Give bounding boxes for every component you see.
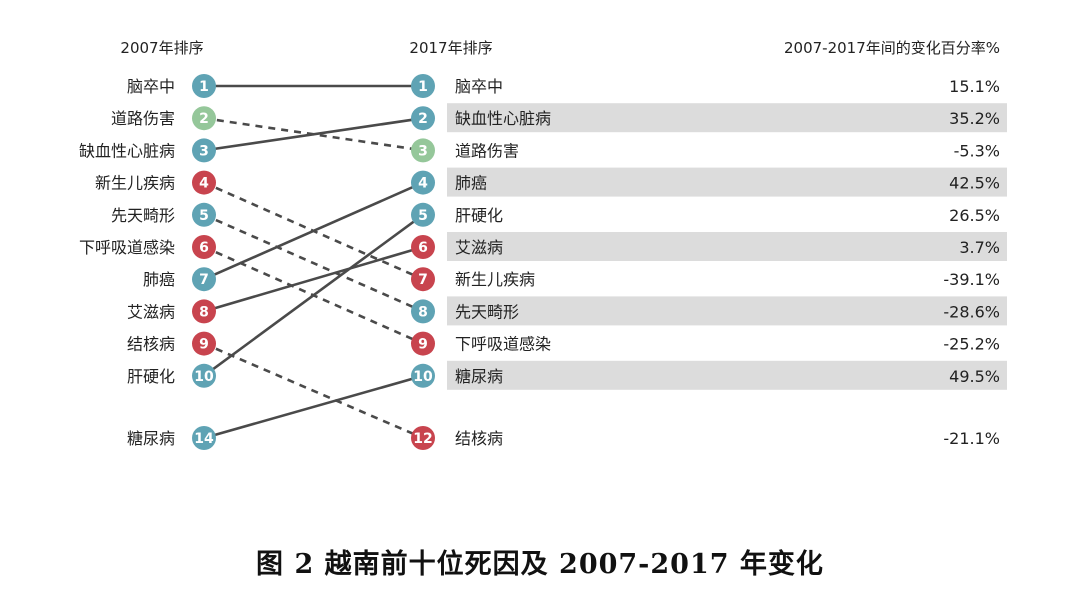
table-row-shade	[447, 296, 1007, 326]
rank-circle-2017	[411, 235, 435, 259]
rank-circle-2017	[411, 331, 435, 356]
rank-circle-2007	[192, 363, 216, 388]
rank-circle-2007	[192, 267, 216, 292]
label-2017: 道路伤害	[455, 141, 519, 160]
change-value: -28.6%	[943, 302, 1000, 321]
label-2007: 艾滋病	[127, 302, 175, 321]
rank-number-2017: 6	[418, 240, 428, 256]
rank-circle-2007	[192, 331, 216, 356]
rank-number-2017: 1	[418, 79, 428, 95]
change-value: -5.3%	[954, 141, 1000, 160]
rank-number-2007: 4	[199, 176, 209, 192]
table-row-shade	[447, 232, 1007, 261]
label-2017: 脑卒中	[455, 77, 503, 96]
label-2017: 先天畸形	[455, 302, 519, 321]
rank-change-line	[203, 245, 424, 313]
label-2017: 下呼吸道感染	[455, 335, 551, 354]
change-value: 49.5%	[949, 367, 1000, 386]
bump-chart: 2007年排序 2017年排序 2007-2017年间的变化百分率% 脑卒中 1 道路伤害…	[79, 39, 1007, 450]
rank-circle-2017	[411, 299, 435, 324]
rank-number-2017: 4	[418, 176, 428, 192]
label-2017: 艾滋病	[455, 238, 503, 257]
table-row-shade	[447, 360, 1007, 390]
header-2007: 2007年排序	[120, 39, 203, 57]
label-2007: 结核病	[127, 335, 175, 354]
rank-change-line	[203, 374, 424, 440]
label-2007: 缺血性心脏病	[79, 141, 175, 160]
rank-number-2017: 7	[418, 272, 428, 288]
rank-number-2007: 2	[199, 111, 209, 127]
change-value: 3.7%	[959, 238, 1000, 257]
label-2017: 肝硬化	[455, 206, 503, 225]
label-2007: 下呼吸道感染	[79, 238, 175, 257]
rank-number-2017: 2	[418, 111, 428, 127]
label-2017: 新生儿疾病	[455, 270, 535, 289]
rank-circle-2007	[192, 299, 216, 324]
rank-circle-2007	[192, 235, 216, 259]
rank-number-2017: 9	[418, 337, 428, 353]
rank-circle-2007	[192, 106, 216, 131]
rank-circle-2007	[192, 202, 216, 227]
rank-circle-2017	[411, 363, 435, 388]
rank-number-2017: 3	[418, 143, 428, 159]
header-2017: 2017年排序	[409, 39, 492, 57]
rank-number-2007: 14	[194, 431, 214, 447]
rank-number-2017: 10	[413, 369, 433, 385]
change-value: 35.2%	[949, 109, 1000, 128]
rank-number-2007: 8	[199, 304, 209, 320]
rank-circle-2007	[192, 426, 216, 450]
rank-change-line	[203, 181, 424, 281]
rank-change-line	[203, 342, 424, 440]
rank-circle-2007	[192, 138, 216, 163]
label-2007: 先天畸形	[111, 206, 175, 225]
change-value: -25.2%	[943, 335, 1000, 354]
rank-number-2017: 12	[413, 431, 432, 447]
label-2017: 肺癌	[455, 174, 487, 193]
change-value: -21.1%	[943, 429, 1000, 448]
rank-circle-2017	[411, 170, 435, 195]
label-2007: 肺癌	[143, 270, 175, 289]
rank-number-2017: 8	[418, 304, 428, 320]
label-2007: 糖尿病	[127, 429, 175, 448]
label-2017: 糖尿病	[455, 367, 503, 386]
label-2007: 肝硬化	[127, 367, 175, 386]
rank-change-line	[203, 245, 424, 345]
rank-number-2007: 10	[194, 369, 214, 385]
change-value: -39.1%	[943, 270, 1000, 289]
figure-caption: 图 2 越南前十位死因及 2007-2017 年变化	[256, 549, 824, 580]
rank-circle-2017	[411, 138, 435, 163]
change-value: 15.1%	[949, 77, 1000, 96]
label-2017: 缺血性心脏病	[455, 109, 551, 128]
rank-number-2007: 6	[199, 240, 209, 256]
rank-circle-2017	[411, 106, 435, 131]
rank-change-line	[203, 116, 424, 152]
rank-circle-2007	[192, 74, 216, 98]
rank-circle-2017	[411, 267, 435, 292]
rank-number-2007: 5	[199, 208, 209, 224]
label-2007: 道路伤害	[111, 109, 175, 128]
change-value: 26.5%	[949, 206, 1000, 225]
label-2007: 脑卒中	[127, 77, 175, 96]
rank-circle-2007	[192, 170, 216, 195]
label-2007: 新生儿疾病	[95, 174, 175, 193]
rank-number-2007: 1	[199, 79, 209, 95]
rank-change-line	[203, 213, 424, 313]
table-row-shade	[447, 103, 1007, 133]
rank-number-2017: 5	[418, 208, 428, 224]
rank-number-2007: 9	[199, 337, 209, 353]
rank-circle-2017	[411, 426, 435, 450]
change-value: 42.5%	[949, 174, 1000, 193]
rank-circle-2017	[411, 74, 435, 98]
rank-number-2007: 3	[199, 143, 209, 159]
rank-circle-2017	[411, 202, 435, 227]
table-row-shade	[447, 167, 1007, 197]
label-2017: 结核病	[455, 429, 503, 448]
header-change: 2007-2017年间的变化百分率%	[784, 39, 1000, 57]
rank-number-2007: 7	[199, 272, 209, 288]
